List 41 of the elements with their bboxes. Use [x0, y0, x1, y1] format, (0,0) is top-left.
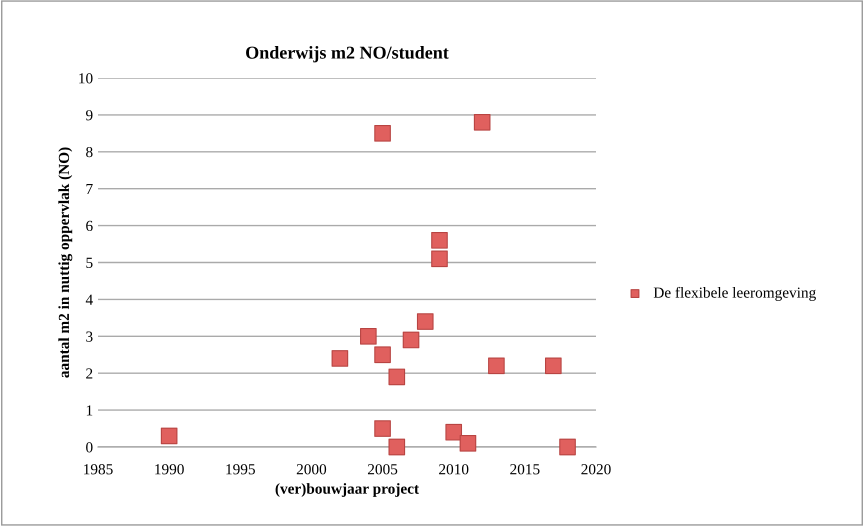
x-tick-label: 1990 [155, 464, 184, 474]
x-tick-label: 2015 [510, 464, 540, 474]
point [332, 350, 348, 367]
x-tick-label: 1985 [84, 464, 113, 474]
point [374, 420, 391, 437]
point [374, 125, 391, 142]
point [544, 358, 562, 374]
point [445, 424, 462, 441]
y-tick-label: 4 [86, 294, 93, 305]
x-tick-label: 2020 [581, 464, 611, 474]
y-tick-label: 9 [86, 110, 93, 120]
y-tick-label: 2 [86, 368, 92, 378]
point [388, 368, 406, 386]
point [488, 358, 505, 374]
y-tick-label: 6 [86, 220, 93, 232]
y-tick-label: 3 [86, 331, 93, 342]
point [431, 250, 448, 268]
x-tick-label: 2010 [439, 464, 468, 474]
x-tick-label: 2005 [368, 464, 398, 474]
x-tick-label: 1995 [226, 464, 255, 474]
y-tick-label: 1 [86, 405, 92, 416]
chart-title: Onderwijs m2 NO/student [246, 46, 449, 62]
x-axis-title: (ver)bouwjaar project [276, 483, 419, 497]
y-tick-label: 7 [86, 184, 93, 194]
point [160, 428, 178, 444]
x-tick-label: 2000 [296, 464, 326, 474]
legend-label: De flexibele leeromgeving [654, 286, 816, 301]
point [460, 434, 476, 452]
y-tick-label: 10 [79, 73, 93, 84]
point [559, 438, 576, 456]
y-axis-title: aantal m2 in nuttig oppervlak (NO) [58, 148, 72, 378]
point [402, 332, 420, 348]
y-tick-label: 8 [86, 146, 93, 158]
point [416, 313, 434, 330]
point [474, 114, 490, 131]
y-tick-label: 0 [86, 442, 93, 452]
point [360, 328, 377, 345]
y-tick-label: 5 [86, 258, 93, 268]
point [374, 346, 391, 364]
point [388, 438, 406, 456]
point [431, 232, 448, 249]
